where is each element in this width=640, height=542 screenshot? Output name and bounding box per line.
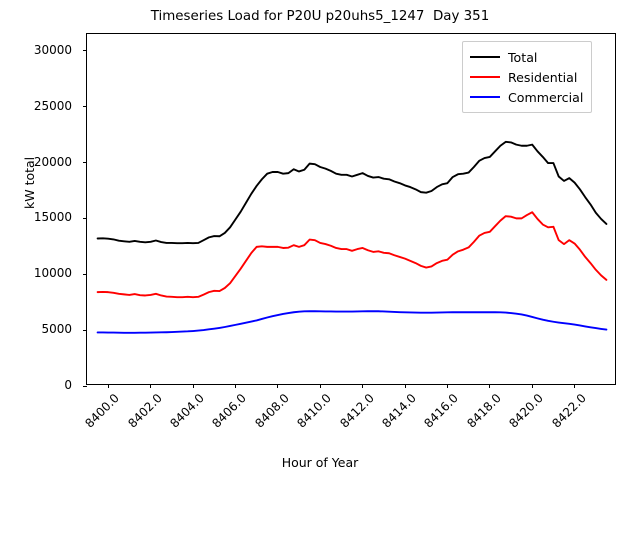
legend-label: Total xyxy=(508,49,538,65)
plot-lines xyxy=(96,140,608,334)
y-tick-label: 20000 xyxy=(33,154,72,169)
y-tick-label: 30000 xyxy=(33,42,72,57)
y-tick-label: 25000 xyxy=(33,98,72,113)
x-tick-mark xyxy=(234,384,237,388)
legend-label: Residential xyxy=(508,69,578,85)
legend-color-swatch xyxy=(470,56,500,58)
x-tick-mark xyxy=(404,384,406,388)
x-axis-label: Hour of Year xyxy=(281,455,359,470)
x-tick-mark xyxy=(150,384,152,388)
series-line-residential xyxy=(96,211,608,299)
x-tick-mark xyxy=(489,384,491,388)
x-tick-mark xyxy=(192,384,194,388)
x-tick-mark xyxy=(574,384,576,388)
x-tick-mark xyxy=(531,384,533,388)
chart-title: Timeseries Load for P20U p20uhs5_1247 Da… xyxy=(150,9,490,24)
x-tick-mark xyxy=(107,384,109,388)
legend-entry: Total xyxy=(470,47,583,67)
x-tick-mark xyxy=(446,384,449,388)
x-tick-mark xyxy=(277,384,279,388)
legend-color-swatch xyxy=(470,96,500,98)
y-tick-mark xyxy=(83,385,87,387)
series-line-commercial xyxy=(96,310,608,334)
y-axis-tick-labels: 0 5000 10000 15000 20000 25000 30000 xyxy=(0,0,80,480)
chart-legend: Total Residential Commercial xyxy=(462,41,593,113)
x-tick-mark xyxy=(319,384,321,388)
y-tick-mark xyxy=(83,217,87,220)
y-tick-label: 15000 xyxy=(33,210,72,225)
y-tick-mark xyxy=(83,106,87,108)
y-tick-mark xyxy=(83,329,87,331)
y-tick-mark xyxy=(83,50,87,52)
x-tick-mark xyxy=(362,384,364,388)
y-tick-label: 0 xyxy=(64,378,72,392)
legend-color-swatch xyxy=(470,76,500,78)
chart-figure: Timeseries Load for P20U p20uhs5_1247 Da… xyxy=(0,0,616,480)
y-tick-mark xyxy=(83,273,87,275)
legend-label: Commercial xyxy=(508,89,584,105)
series-line-total xyxy=(96,140,608,245)
legend-entry: Residential xyxy=(470,67,583,87)
legend-entry: Commercial xyxy=(470,87,583,107)
y-tick-mark xyxy=(83,162,87,164)
y-tick-label: 10000 xyxy=(33,266,72,281)
y-tick-label: 5000 xyxy=(41,322,72,337)
